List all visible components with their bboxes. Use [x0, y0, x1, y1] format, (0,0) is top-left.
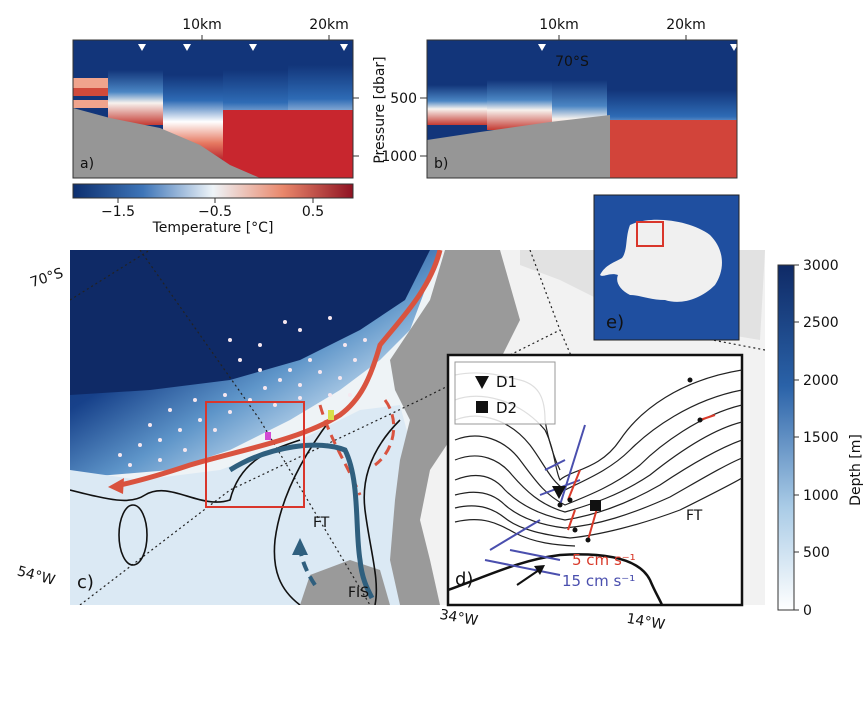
depth-tick-0: 0 — [803, 603, 812, 619]
panel-a: 10km 20km a) — [72, 17, 359, 179]
warm-current-arrow — [114, 250, 443, 489]
station-marker-icon — [730, 44, 737, 51]
panel-b-latitude-label: 70°S — [555, 54, 589, 70]
station-marker-icon — [138, 44, 146, 51]
panel-c-lat-label: 70°S — [28, 265, 65, 291]
station-marker-icon — [183, 44, 191, 51]
sea-ice-points — [118, 316, 367, 467]
depth-colorbar-label: Depth [m] — [848, 434, 864, 506]
panel-c-lon-14: 14°W — [625, 611, 666, 633]
panel-c-fis-label: FIS — [348, 585, 369, 601]
depth-tick-1500: 1500 — [803, 430, 839, 446]
scale-blue-label: 15 cm s⁻¹ — [562, 572, 635, 590]
panel-a-tick-20km: 20km — [309, 17, 349, 33]
scale-red-label: 5 cm s⁻¹ — [572, 551, 636, 569]
depth-tick-2500: 2500 — [803, 315, 839, 331]
temperature-colorbar: −1.5 −0.5 0.5 Temperature [°C] — [72, 183, 354, 236]
panel-d-legend — [454, 361, 556, 425]
velocity-vectors-red — [567, 414, 716, 541]
temperature-colorbar-label: Temperature [°C] — [152, 220, 274, 236]
panel-b-tick-20km: 20km — [666, 17, 706, 33]
depth-colorbar: 3000 2500 2000 1500 1000 500 0 Depth [m] — [777, 258, 864, 619]
station-marker-icon — [249, 44, 257, 51]
antarctica-shape — [600, 219, 722, 302]
panel-a-label: a) — [80, 156, 94, 172]
panel-a-tick-10km: 10km — [182, 17, 222, 33]
temp-tick-3: 0.5 — [302, 204, 324, 220]
panel-c-lon-34: 34°W — [438, 607, 479, 629]
panel-b: 10km 20km 70°S 500 1000 b) — [381, 17, 738, 179]
temp-tick-1: −1.5 — [101, 204, 135, 220]
panel-c-lon-54: 54°W — [15, 563, 57, 589]
depth-tick-2000: 2000 — [803, 373, 839, 389]
pressure-axis-label: Pressure [dbar] — [372, 56, 388, 163]
mooring-d1-icon — [552, 486, 566, 499]
legend-triangle-icon — [475, 376, 489, 389]
station-marker-icon — [340, 44, 348, 51]
pressure-tick-1000: 1000 — [381, 149, 417, 165]
station-marker-icon — [538, 44, 546, 51]
panel-e-overview: e) — [593, 194, 740, 341]
pressure-tick-500: 500 — [390, 91, 417, 107]
overview-locator-box — [636, 221, 664, 247]
panel-c-ft-label: FT — [313, 515, 330, 531]
panel-d-label: d) — [455, 569, 473, 590]
depth-tick-3000: 3000 — [803, 258, 839, 274]
cold-current-arrow — [228, 442, 375, 600]
legend-d1-label: D1 — [496, 373, 517, 391]
legend-square-icon — [476, 401, 488, 413]
temp-tick-2: −0.5 — [198, 204, 232, 220]
mooring-d2-icon — [590, 500, 601, 511]
panel-c-label: c) — [77, 572, 94, 593]
depth-tick-500: 500 — [803, 545, 830, 561]
study-area-box — [205, 401, 305, 508]
depth-tick-1000: 1000 — [803, 488, 839, 504]
panel-d-ft-label: FT — [686, 508, 703, 524]
panel-e-label: e) — [606, 312, 624, 333]
panel-b-label: b) — [434, 156, 448, 172]
legend-d2-label: D2 — [496, 399, 517, 417]
panel-b-tick-10km: 10km — [539, 17, 579, 33]
panel-d-inset: D1 D2 FT 5 cm s⁻¹ 15 cm s⁻¹ d) — [446, 353, 744, 607]
